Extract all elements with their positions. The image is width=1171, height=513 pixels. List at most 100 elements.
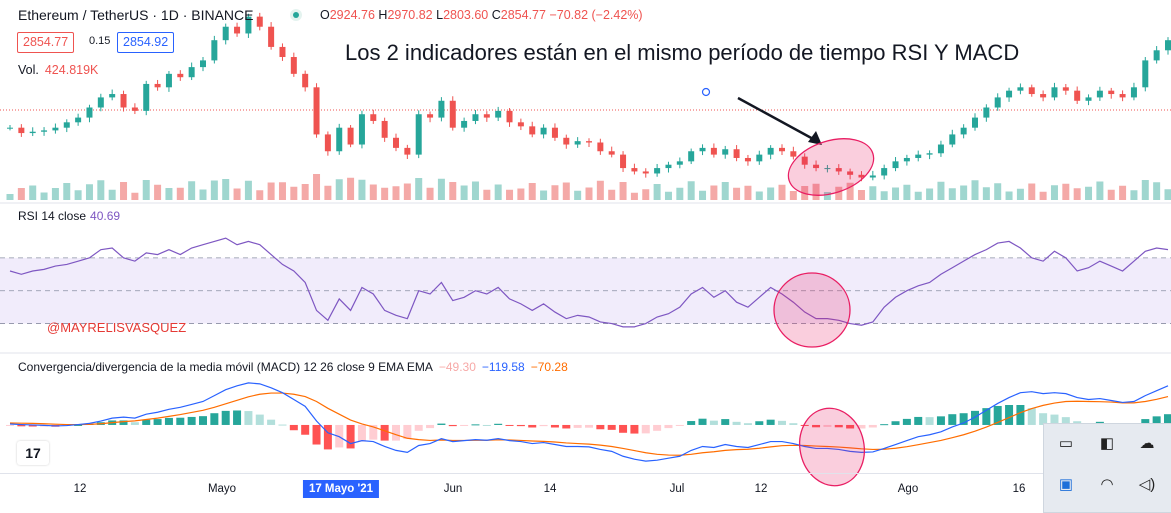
volume-bar [710,186,717,201]
candle-body [211,40,217,60]
buy-button[interactable]: 2854.92 [117,32,174,53]
macd-histogram-bar [778,421,786,425]
volume-bar [109,190,116,200]
candle-body [268,27,274,47]
volume-bar [358,180,365,200]
close-value: 2854.77 [501,8,546,22]
candle-body [961,128,967,135]
candle-body [529,126,535,134]
candle-body [416,114,422,154]
app-icon[interactable]: ▣ [1055,474,1077,496]
candle-body [279,47,285,57]
macd-histogram-bar [1005,405,1013,425]
volume-bar [574,191,581,200]
volume-bar [960,186,967,201]
dolby-icon[interactable]: ◧ [1096,433,1118,455]
cloud-off-icon[interactable]: ☁ [1136,433,1158,455]
volume-bar [472,182,479,201]
candle-body [1154,50,1160,60]
volume-bar [177,188,184,200]
candle-body [688,151,694,161]
candle-body [223,27,229,40]
ohlc-readout: O2924.76 H2970.82 L2803.60 C2854.77 −70.… [320,8,643,22]
volume-bar [1006,192,1013,201]
macd-legend[interactable]: Convergencia/divergencia de la media móv… [18,360,568,374]
macd-histogram-bar [506,425,514,426]
candle-body [700,148,706,151]
candle-body [427,114,433,117]
macd-histogram-bar [131,422,139,425]
macd-histogram-bar [176,418,184,425]
volume-bar [869,186,876,200]
macd-histogram-bar [301,425,309,435]
volume-bar [279,182,286,200]
monitor-icon[interactable]: ▭ [1055,433,1077,455]
highlight-ellipse-rsi [774,273,850,347]
macd-histogram-bar [233,410,241,424]
candle-body [86,108,92,118]
volume-bar [154,185,161,200]
volume-bar [438,179,445,200]
volume-bar [881,191,888,200]
volume-bar [983,187,990,200]
macd-histogram-bar [267,420,275,425]
candle-body [722,149,728,154]
volume-bar [642,189,649,200]
tradingview-logo[interactable]: 17 [17,441,49,465]
volume-bar [29,186,36,201]
volume-bar [937,182,944,200]
time-axis[interactable]: 12 Mayo 17 Mayo '21 Jun 14 Jul 12 Ago 16 [0,473,1171,512]
volume-bar [483,190,490,200]
x-tick-label: Mayo [208,483,236,495]
candle-body [291,57,297,74]
macd-histogram-bar [619,425,627,433]
macd-histogram-bar [154,419,162,425]
volume-bar [676,188,683,200]
symbol-title[interactable]: Ethereum / TetherUS · 1D · BINANCE [18,7,253,23]
candle-body [654,168,660,173]
candle-body [1006,91,1012,98]
wifi-icon[interactable]: ◠ [1096,474,1118,496]
volume-bar [1096,182,1103,201]
volume-bar [1074,188,1081,200]
volume-bar [143,180,150,200]
macd-histogram-bar [653,425,661,431]
candle-body [552,128,558,138]
x-tick-label: Ago [898,483,918,495]
volume-bar [949,188,956,200]
candle-body [302,74,308,87]
volume-bar [370,185,377,201]
macd-histogram-bar [437,424,445,425]
macd-histogram-bar [381,425,389,441]
sell-button[interactable]: 2854.77 [17,32,74,53]
candle-body [257,17,263,27]
candle-body [121,94,127,107]
volume-bar [120,182,127,200]
x-tick-label: Jun [444,483,463,495]
macd-histogram-bar [642,425,650,433]
volume-bar [1130,190,1137,200]
macd-histogram-bar [494,424,502,425]
macd-histogram-bar [733,422,741,425]
candle-body [336,128,342,152]
volume-bar [699,191,706,200]
candle-body [461,121,467,128]
volume-bar [97,180,104,200]
candle-body [597,143,603,152]
candle-body [904,158,910,161]
candle-body [938,145,944,154]
candle-body [734,149,740,158]
candle-body [609,151,615,154]
macd-histogram-bar [551,425,559,428]
speaker-icon[interactable]: ◁) [1136,474,1158,496]
macd-histogram-bar [880,424,888,425]
candle-body [132,108,138,111]
candle-body [507,111,513,122]
candle-body [949,134,955,144]
candle-body [711,148,717,155]
candle-body [620,155,626,168]
candle-body [359,114,365,144]
